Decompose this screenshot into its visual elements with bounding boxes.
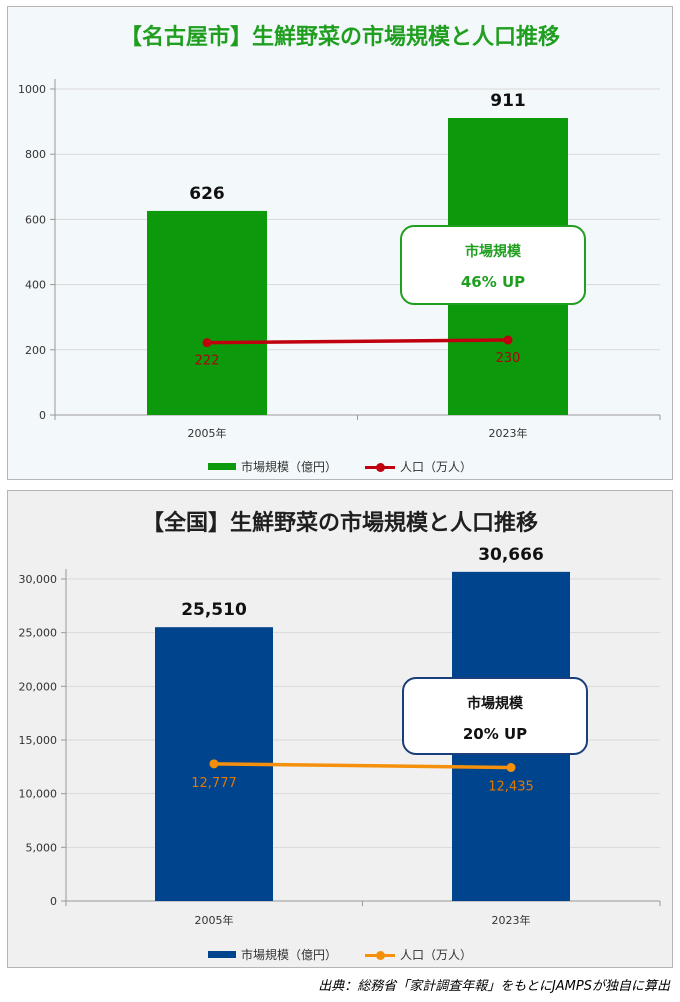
population-line bbox=[206, 338, 509, 345]
legend-bar-swatch bbox=[207, 463, 236, 470]
growth-callout: 市場規模 46% UP bbox=[400, 225, 586, 305]
bar-value-label: 25,510 bbox=[181, 600, 247, 620]
legend-item-line: 人口（万人） bbox=[365, 458, 472, 475]
growth-callout: 市場規模 20% UP bbox=[402, 677, 588, 755]
y-tick-label: 20,000 bbox=[19, 680, 58, 693]
y-tick-label: 15,000 bbox=[19, 734, 58, 747]
bar-value-label: 911 bbox=[490, 91, 526, 111]
bar bbox=[147, 210, 267, 415]
legend-item-line: 人口（万人） bbox=[365, 946, 472, 963]
population-point bbox=[209, 759, 219, 769]
bar-value-label: 30,666 bbox=[478, 545, 544, 565]
source-note: 出典：総務省「家計調査年報」をもとにJAMPSが独自に算出 bbox=[318, 979, 670, 994]
population-value-label: 12,435 bbox=[488, 780, 534, 795]
population-line bbox=[213, 762, 512, 770]
nagoya-chart-panel: 【名古屋市】生鮮野菜の市場規模と人口推移 0 200 400 600 800 1000 62… bbox=[7, 6, 673, 480]
legend-line-swatch bbox=[365, 949, 395, 961]
population-point bbox=[503, 335, 513, 345]
legend-line-swatch bbox=[365, 461, 395, 473]
legend-bar-label: 市場規模（億円） bbox=[240, 948, 337, 962]
y-tick-label: 0 bbox=[39, 409, 46, 422]
y-tick-label: 400 bbox=[25, 279, 46, 292]
x-category-label: 2005年 bbox=[195, 913, 234, 927]
legend-line-label: 人口（万人） bbox=[400, 948, 473, 962]
y-tick-label: 10,000 bbox=[19, 788, 58, 801]
panel-title: 【名古屋市】生鮮野菜の市場規模と人口推移 bbox=[119, 25, 560, 50]
callout-value: 20% UP bbox=[462, 725, 528, 743]
y-tick-label: 0 bbox=[50, 895, 57, 908]
x-category-label: 2005年 bbox=[188, 426, 227, 440]
population-value-label: 12,777 bbox=[191, 776, 237, 791]
legend-item-bar: 市場規模（億円） bbox=[207, 946, 337, 963]
y-tick-label: 600 bbox=[25, 213, 46, 226]
callout-label: 市場規模 bbox=[465, 244, 521, 260]
x-category-label: 2023年 bbox=[489, 426, 528, 440]
x-category-label: 2023年 bbox=[492, 913, 531, 927]
y-tick-label: 800 bbox=[25, 148, 46, 161]
japan-chart-panel: 【全国】生鮮野菜の市場規模と人口推移 0 5,000 10,000 15,000 20,… bbox=[7, 490, 673, 968]
chart-legend: 市場規模（億円） 人口（万人） bbox=[8, 946, 672, 963]
y-tick-label: 1000 bbox=[18, 83, 46, 96]
population-value-label: 230 bbox=[496, 351, 521, 366]
bar-value-label: 626 bbox=[189, 184, 225, 204]
legend-line-label: 人口（万人） bbox=[400, 460, 473, 474]
legend-bar-label: 市場規模（億円） bbox=[240, 460, 337, 474]
y-tick-label: 5,000 bbox=[26, 841, 58, 854]
population-point bbox=[202, 338, 212, 348]
callout-label: 市場規模 bbox=[467, 696, 523, 712]
population-point bbox=[506, 763, 516, 773]
chart-legend: 市場規模（億円） 人口（万人） bbox=[8, 458, 672, 475]
y-tick-label: 25,000 bbox=[19, 627, 58, 640]
panel-title: 【全国】生鮮野菜の市場規模と人口推移 bbox=[141, 511, 538, 536]
population-value-label: 222 bbox=[195, 354, 220, 369]
y-tick-label: 30,000 bbox=[19, 573, 58, 586]
legend-bar-swatch bbox=[207, 951, 236, 958]
legend-item-bar: 市場規模（億円） bbox=[207, 458, 337, 475]
callout-value: 46% UP bbox=[460, 273, 526, 291]
y-tick-label: 200 bbox=[25, 344, 46, 357]
